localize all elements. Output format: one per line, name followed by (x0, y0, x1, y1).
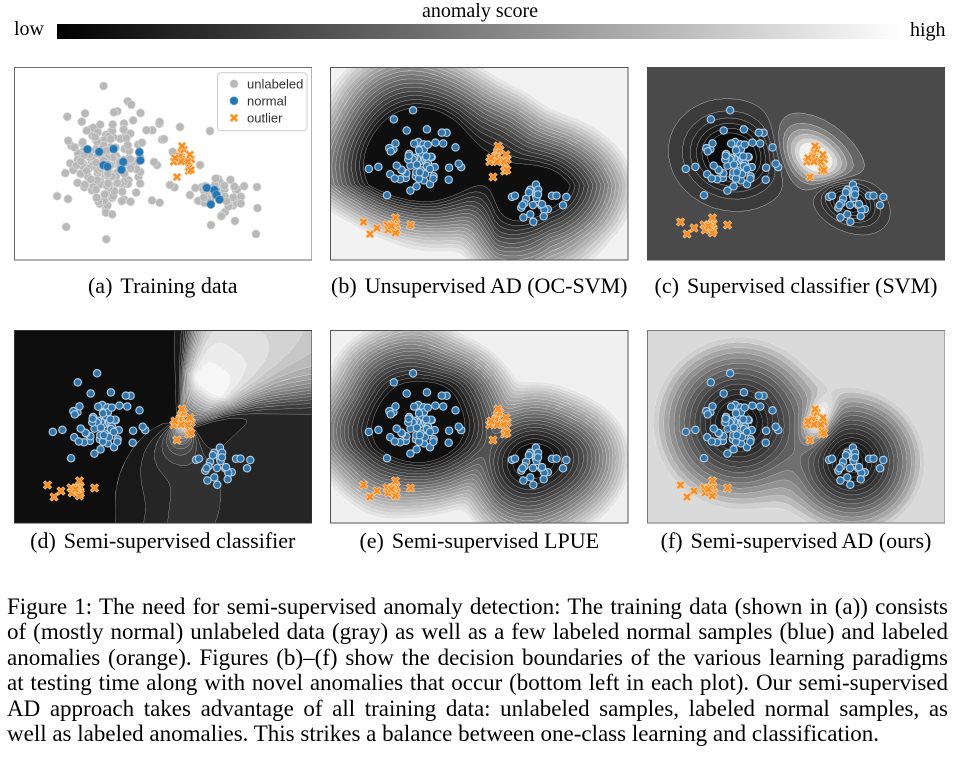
svg-text:outlier: outlier (247, 110, 283, 125)
svg-text:unlabeled: unlabeled (247, 76, 303, 91)
svg-text:normal: normal (247, 93, 287, 108)
